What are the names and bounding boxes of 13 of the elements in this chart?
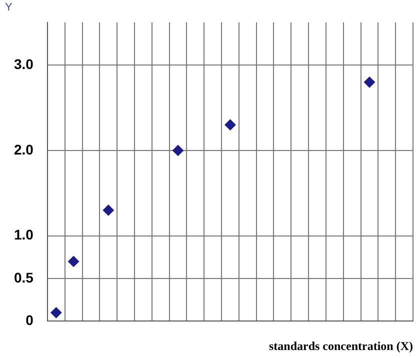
y-tick-label: 1.0 [14, 226, 34, 243]
y-tick-label: 0.5 [14, 269, 34, 286]
y-axis-title: Y [5, 2, 13, 14]
point [68, 256, 80, 267]
point [50, 307, 62, 318]
y-tick-label: 0 [26, 312, 34, 328]
x-axis-title: standards concentration (X) [269, 338, 413, 353]
point [102, 204, 114, 216]
point [224, 119, 236, 130]
point [172, 144, 184, 156]
y-tick-label: 3.0 [14, 56, 34, 72]
point [364, 76, 375, 88]
y-tick-label: 2.0 [14, 141, 34, 158]
